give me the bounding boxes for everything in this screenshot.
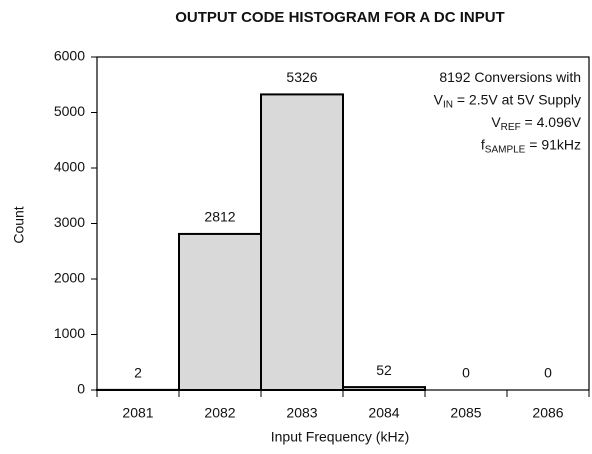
annotation-subscript: SAMPLE: [485, 144, 526, 155]
y-tick-label: 0: [77, 381, 85, 397]
annotation-line: VIN = 2.5V at 5V Supply: [434, 91, 581, 110]
data-label: 2: [134, 365, 142, 381]
annotation-line: 8192 Conversions with: [439, 69, 581, 85]
data-label: 2812: [204, 209, 235, 225]
x-axis-label: Input Frequency (kHz): [271, 429, 410, 445]
data-label: 52: [376, 362, 392, 378]
x-tick-label: 2085: [450, 405, 481, 421]
annotation-subscript: IN: [443, 99, 453, 110]
x-tick-label: 2083: [286, 405, 317, 421]
annotation-text: f: [481, 136, 485, 152]
annotation-text: = 91kHz: [525, 136, 581, 152]
y-tick-label: 5000: [54, 103, 85, 119]
annotation-line: VREF = 4.096V: [491, 114, 581, 133]
bar: [178, 232, 262, 391]
data-label: 5326: [286, 69, 317, 85]
x-tick-label: 2086: [532, 405, 563, 421]
annotation-text: 8192 Conversions with: [439, 69, 581, 85]
y-tick-label: 1000: [54, 325, 85, 341]
x-tick-label: 2084: [368, 405, 399, 421]
annotation-subscript: REF: [501, 122, 521, 133]
annotation-text: = 2.5V at 5V Supply: [453, 91, 581, 107]
data-label: 0: [544, 365, 552, 381]
annotation-text: V: [491, 114, 501, 130]
annotation-text: = 4.096V: [521, 114, 582, 130]
bar: [260, 93, 344, 391]
plot-frame: [96, 56, 590, 391]
data-label: 0: [462, 365, 470, 381]
y-tick-label: 3000: [54, 214, 85, 230]
y-axis-label: Count: [11, 206, 27, 243]
annotation-text: V: [434, 91, 444, 107]
y-tick-label: 2000: [54, 270, 85, 286]
x-tick-label: 2081: [122, 405, 153, 421]
chart-title: OUTPUT CODE HISTOGRAM FOR A DC INPUT: [175, 9, 504, 26]
annotation-line: fSAMPLE = 91kHz: [481, 136, 581, 155]
y-tick-label: 6000: [54, 48, 85, 64]
x-tick-label: 2082: [204, 405, 235, 421]
y-tick-label: 4000: [54, 159, 85, 175]
